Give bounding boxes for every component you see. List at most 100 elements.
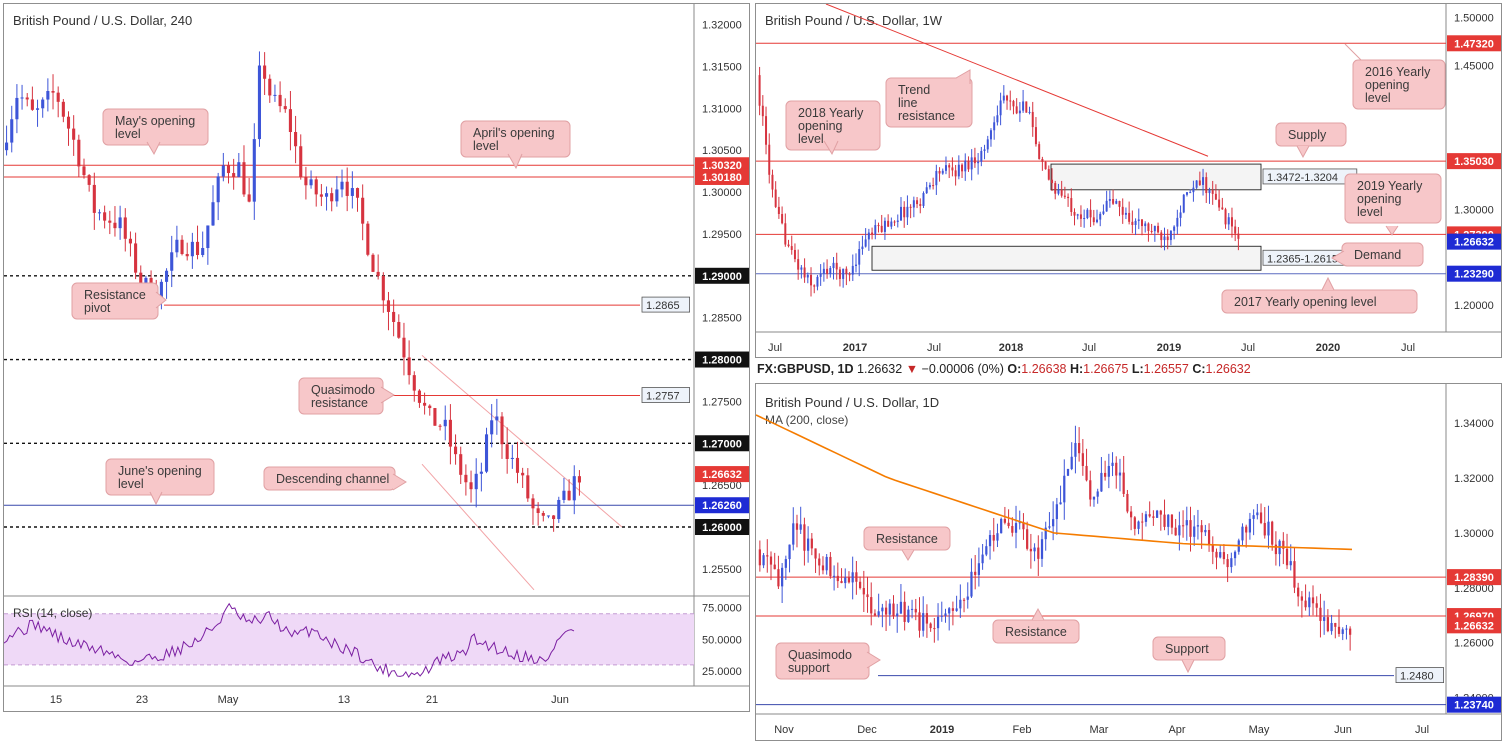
weekly-2018-open-annotation-tail <box>823 140 839 156</box>
h4-chart-panel[interactable]: British Pound / U.S. Dollar, 240 1.32000… <box>3 3 750 712</box>
h4-quasimodo-annotation-tail <box>380 386 395 404</box>
weekly-candle <box>777 206 780 215</box>
h4-candle <box>82 166 86 176</box>
weekly-candle <box>1102 211 1105 214</box>
daily-candle <box>1044 527 1047 540</box>
daily-candle <box>1081 453 1084 466</box>
weekly-chart-panel[interactable]: British Pound / U.S. Dollar, 1W 1.50000 1… <box>755 3 1502 358</box>
weekly-candle <box>822 268 825 274</box>
symbol-info-bar: FX:GBPUSD, 1D 1.26632 ▼ −0.00006 (0%) O:… <box>757 362 1251 376</box>
h4-rsi-tick-label: 75.0000 <box>702 602 742 614</box>
daily-candle <box>847 577 851 583</box>
weekly-trendline <box>825 4 1209 157</box>
weekly-supply-annotation-tail <box>1296 145 1310 159</box>
weekly-candle <box>784 223 787 245</box>
open-value: 1.26638 <box>1021 362 1067 376</box>
daily-candle <box>1230 558 1233 568</box>
h4-price-tag-bg <box>695 497 749 514</box>
daily-candle <box>1315 603 1318 608</box>
h4-candle <box>118 217 122 229</box>
h4-boxed-level: 1.2865 <box>646 300 680 312</box>
h4-candle <box>459 454 463 475</box>
h4-candle <box>252 139 256 202</box>
daily-chart-panel[interactable]: British Pound / U.S. Dollar, 1D MA (200,… <box>755 383 1502 741</box>
daily-candle <box>988 534 992 547</box>
weekly-candle <box>932 185 935 187</box>
h4-candle <box>87 175 91 185</box>
weekly-demand-annotation-tail <box>1331 250 1345 266</box>
h4-candle <box>417 390 421 403</box>
h4-candle <box>294 132 298 147</box>
h4-candle <box>407 357 411 376</box>
h4-candle <box>355 188 360 198</box>
weekly-2016-open-annotation: 2016 Yearly <box>1365 65 1431 79</box>
daily-candle <box>1297 587 1300 597</box>
h4-quasimodo-annotation: Quasimodo <box>311 383 375 397</box>
daily-support-annotation: Support <box>1165 642 1209 656</box>
daily-candle <box>1274 544 1278 555</box>
weekly-y-tick-label: 1.20000 <box>1454 300 1494 312</box>
h4-may-open-annotation: May's opening <box>115 114 195 128</box>
daily-candle <box>1170 514 1174 528</box>
h4-chart-svg[interactable]: 1.32000 1.31500 1.31000 1.30500 1.30000 1.295… <box>4 4 750 712</box>
weekly-candle <box>1234 226 1237 234</box>
weekly-x-tick-label: Jul <box>768 342 782 354</box>
h4-candle <box>438 425 442 427</box>
daily-candle <box>1089 480 1092 500</box>
daily-candle <box>844 577 847 584</box>
daily-candle <box>1259 512 1263 523</box>
h4-candle <box>206 225 210 249</box>
daily-candle <box>1137 521 1140 529</box>
weekly-2016-open-annotation-bubble <box>1352 59 1446 110</box>
close-value: 1.26632 <box>1205 362 1251 376</box>
weekly-candle <box>1028 111 1031 113</box>
weekly-candle <box>790 246 793 250</box>
weekly-candle <box>989 130 992 140</box>
h4-candle <box>30 99 34 110</box>
daily-candle <box>1204 529 1207 533</box>
weekly-2018-open-annotation: 2018 Yearly <box>798 106 864 120</box>
weekly-candle <box>774 189 777 207</box>
h4-candle <box>108 220 112 223</box>
weekly-x-tick-label: Jul <box>1401 342 1415 354</box>
h4-candle <box>46 91 50 100</box>
weekly-candle <box>935 171 938 186</box>
weekly-candle <box>1070 198 1073 212</box>
weekly-x-tick-label: Jul <box>1082 342 1096 354</box>
h4-may-open-annotation: level <box>115 127 141 141</box>
h4-candle <box>448 419 452 447</box>
weekly-candle <box>909 206 912 208</box>
daily-chart-svg[interactable]: 1.340001.320001.300001.280001.260001.240… <box>756 384 1502 741</box>
weekly-candle <box>819 273 822 277</box>
daily-candle <box>1252 515 1255 519</box>
weekly-candle <box>1182 194 1185 213</box>
daily-boxed-level-box <box>1395 667 1444 683</box>
weekly-candle <box>1041 158 1044 162</box>
daily-x-tick-label: Jun <box>1334 724 1352 736</box>
weekly-candle <box>1025 101 1028 113</box>
weekly-2019-open-annotation-bubble <box>1344 173 1442 224</box>
h4-candle <box>366 223 370 255</box>
daily-candle <box>1144 514 1148 522</box>
daily-candle <box>1063 475 1066 503</box>
weekly-2016-open-annotation-tail <box>1344 43 1362 61</box>
h4-channel-annotation: Descending channel <box>276 472 389 486</box>
weekly-candle <box>1076 214 1079 216</box>
daily-candle <box>944 613 947 616</box>
weekly-candle <box>861 246 864 250</box>
daily-candle <box>1163 514 1166 527</box>
h4-candle <box>221 165 225 177</box>
h4-candle <box>72 128 76 140</box>
daily-candle <box>959 599 962 609</box>
h4-resistance-pivot-annotation: Resistance <box>84 288 146 302</box>
h4-candle <box>402 337 406 358</box>
weekly-chart-svg[interactable]: 1.500001.450001.350001.300001.20000Jul20… <box>756 4 1502 358</box>
h4-candle <box>428 405 432 409</box>
daily-candle <box>929 623 932 629</box>
h4-x-tick-label: 15 <box>50 694 62 706</box>
daily-candle <box>1196 525 1200 527</box>
h4-candle <box>185 254 189 257</box>
weekly-candle <box>1108 199 1111 201</box>
daily-support-annotation-tail <box>1181 659 1195 674</box>
weekly-candle <box>858 249 861 265</box>
